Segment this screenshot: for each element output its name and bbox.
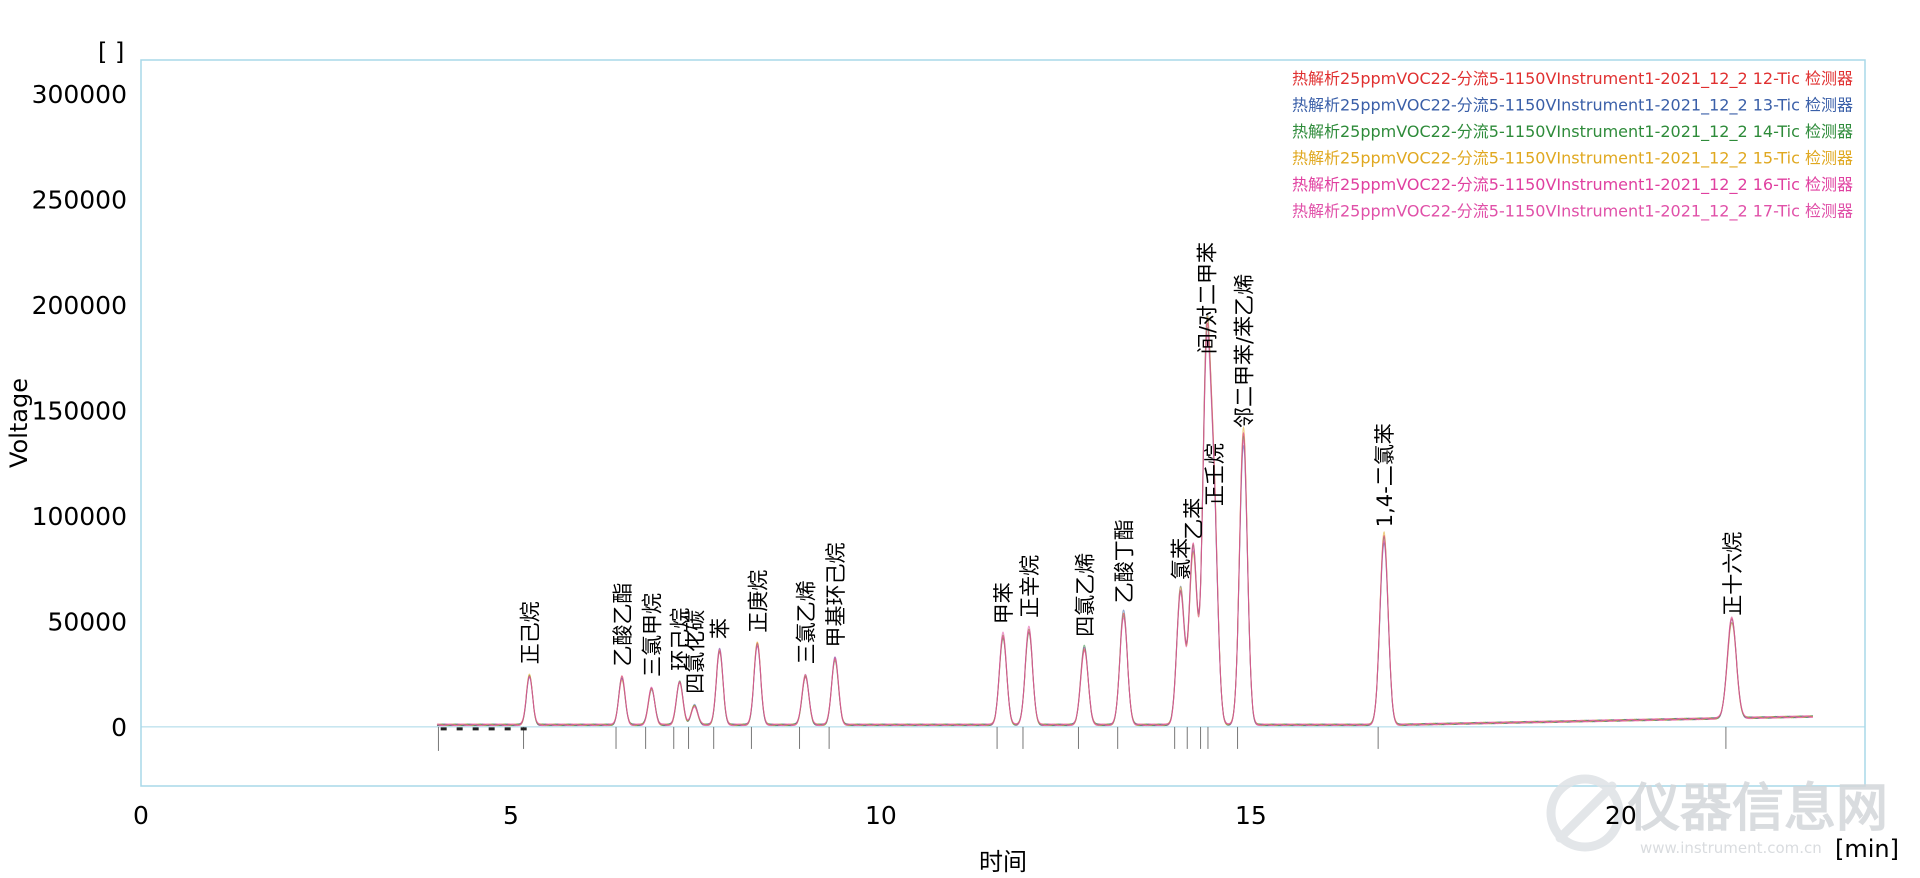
legend-entry-2: 热解析25ppmVOC22-分流5-1150VInstrument1-2021_… [1292, 122, 1853, 142]
y-tick-label-1: 50000 [47, 607, 127, 636]
watermark-text: 仪器信息网 [1627, 779, 1888, 839]
x-unit-label: [min] [1835, 835, 1899, 863]
x-tick-label-1: 5 [503, 801, 519, 830]
peak-label-0: 正己烷 [519, 601, 543, 664]
peak-label-11: 四氯乙烯 [1073, 553, 1097, 637]
peak-label-10: 正辛烷 [1018, 555, 1042, 618]
peak-label-16: 正壬烷 [1203, 443, 1227, 506]
watermark-logo-icon [1546, 774, 1624, 852]
y-tick-label-0: 0 [111, 713, 127, 742]
x-tick-label-2: 10 [865, 801, 897, 830]
peak-label-13: 氯苯 [1170, 538, 1194, 580]
peak-label-7: 三氯乙烯 [794, 580, 818, 664]
peak-label-8: 甲基环己烷 [824, 543, 848, 648]
y-tick-label-3: 150000 [32, 396, 127, 425]
plot-frame [140, 59, 1866, 787]
y-unit-label: [ ] [98, 38, 124, 66]
y-tick-label-6: 300000 [32, 80, 127, 109]
x-tick-label-4: 20 [1605, 801, 1637, 830]
peak-label-6: 正庚烷 [746, 570, 770, 633]
legend-entry-1: 热解析25ppmVOC22-分流5-1150VInstrument1-2021_… [1292, 96, 1853, 116]
y-axis-ticks: 0 50000 100000 150000 200000 250000 300000 [32, 80, 127, 742]
x-tick-label-0: 0 [133, 801, 149, 830]
watermark: 仪器信息网 www.instrument.com.cn [1546, 774, 1888, 857]
peak-label-18: 1,4-二氯苯 [1373, 423, 1397, 527]
legend-entry-5: 热解析25ppmVOC22-分流5-1150VInstrument1-2021_… [1292, 202, 1853, 222]
watermark-url: www.instrument.com.cn [1640, 839, 1822, 857]
series-lines [436, 312, 1814, 727]
legend-entry-0: 热解析25ppmVOC22-分流5-1150VInstrument1-2021_… [1292, 69, 1853, 89]
peak-label-1: 乙酸乙酯 [611, 583, 635, 667]
peak-label-5: 苯 [709, 618, 733, 639]
peak-label-3: 环己烷 [669, 608, 693, 671]
y-axis-title: Voltage [5, 378, 33, 468]
y-tick-label-5: 250000 [32, 185, 127, 214]
peak-label-15: 间/对二甲苯 [1196, 242, 1220, 354]
legend-entry-3: 热解析25ppmVOC22-分流5-1150VInstrument1-2021_… [1292, 149, 1853, 169]
peak-label-2: 三氯甲烷 [641, 593, 665, 677]
x-tick-label-3: 15 [1235, 801, 1267, 830]
legend: 热解析25ppmVOC22-分流5-1150VInstrument1-2021_… [1292, 69, 1853, 222]
peak-label-9: 甲苯 [992, 582, 1016, 624]
peak-label-12: 乙酸丁酯 [1113, 519, 1137, 603]
x-axis-ticks: 0 5 10 15 20 [133, 801, 1637, 830]
peak-label-17: 邻二甲苯/苯乙烯 [1233, 274, 1257, 428]
y-tick-label-2: 100000 [32, 502, 127, 531]
series-line-5 [436, 322, 1814, 727]
baseline [141, 726, 1865, 751]
x-axis-title: 时间 [979, 848, 1027, 876]
peak-label-19: 正十六烷 [1721, 532, 1745, 616]
peak-label-4: 四氯化碳 [684, 610, 708, 694]
y-tick-label-4: 200000 [32, 291, 127, 320]
peak-label-14: 乙苯 [1182, 498, 1206, 540]
peak-labels: 正己烷 乙酸乙酯 三氯甲烷 环己烷四氯化碳苯正庚烷 三氯乙烯 甲基环己烷 甲苯 正辛烷 四氯乙烯… [519, 242, 1745, 694]
legend-entry-4: 热解析25ppmVOC22-分流5-1150VInstrument1-2021_… [1292, 175, 1853, 195]
